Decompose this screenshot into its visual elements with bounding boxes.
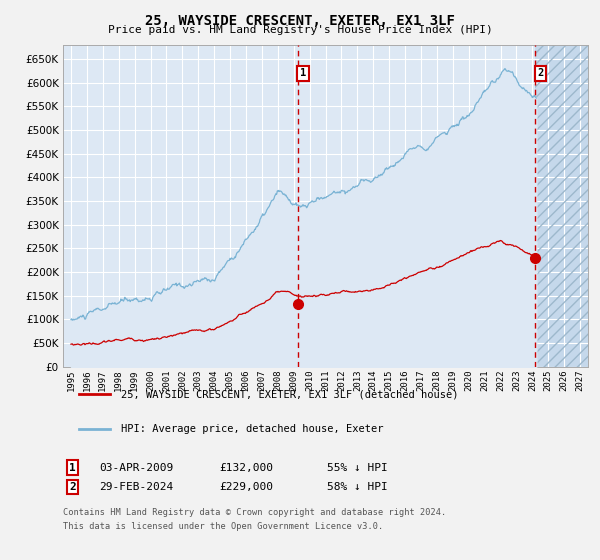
Text: HPI: Average price, detached house, Exeter: HPI: Average price, detached house, Exet…: [121, 424, 383, 434]
Text: 55% ↓ HPI: 55% ↓ HPI: [327, 463, 388, 473]
Text: £229,000: £229,000: [219, 482, 273, 492]
Text: £132,000: £132,000: [219, 463, 273, 473]
Text: 2: 2: [538, 68, 544, 78]
Text: 1: 1: [69, 463, 76, 473]
Text: Price paid vs. HM Land Registry's House Price Index (HPI): Price paid vs. HM Land Registry's House …: [107, 25, 493, 35]
Text: 25, WAYSIDE CRESCENT, EXETER, EX1 3LF: 25, WAYSIDE CRESCENT, EXETER, EX1 3LF: [145, 14, 455, 28]
Bar: [535, 45, 588, 367]
Text: 2: 2: [69, 482, 76, 492]
Text: 25, WAYSIDE CRESCENT, EXETER, EX1 3LF (detached house): 25, WAYSIDE CRESCENT, EXETER, EX1 3LF (d…: [121, 389, 458, 399]
Text: 03-APR-2009: 03-APR-2009: [99, 463, 173, 473]
Bar: [535, 45, 588, 367]
Text: 1: 1: [300, 68, 306, 78]
Text: Contains HM Land Registry data © Crown copyright and database right 2024.: Contains HM Land Registry data © Crown c…: [63, 508, 446, 517]
Text: This data is licensed under the Open Government Licence v3.0.: This data is licensed under the Open Gov…: [63, 522, 383, 531]
Text: 29-FEB-2024: 29-FEB-2024: [99, 482, 173, 492]
Text: 58% ↓ HPI: 58% ↓ HPI: [327, 482, 388, 492]
